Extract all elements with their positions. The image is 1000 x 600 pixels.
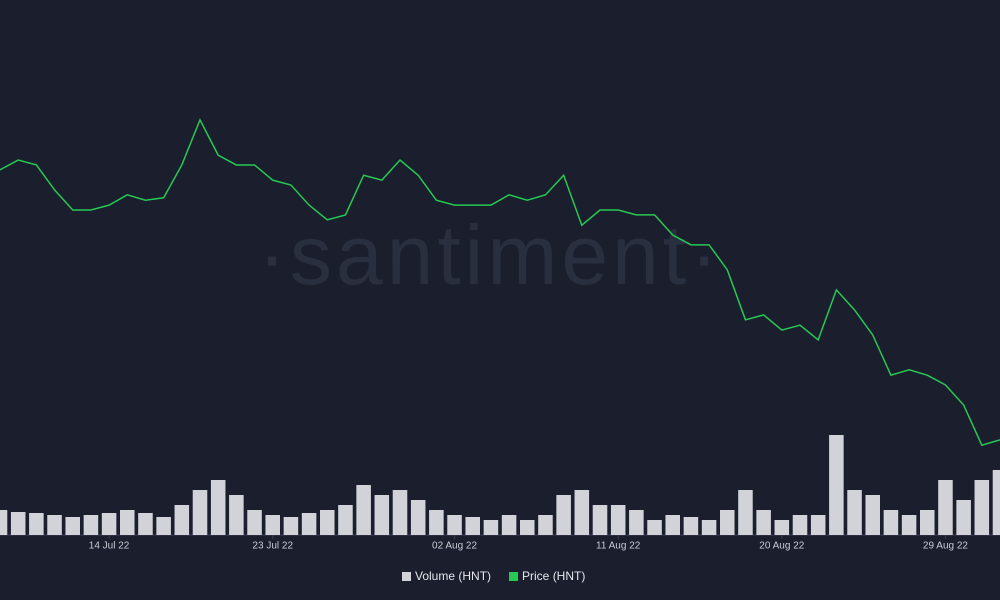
watermark: ·santiment· (258, 208, 722, 302)
volume-bar (356, 485, 371, 535)
volume-bar (174, 505, 190, 535)
volume-bar (156, 517, 171, 535)
volume-bar (374, 495, 390, 535)
volume-bar (465, 517, 480, 535)
volume-bar (974, 480, 990, 535)
volume-bar (720, 510, 735, 535)
volume-bar (956, 500, 971, 535)
volume-bar (320, 510, 335, 535)
volume-bar (101, 513, 117, 535)
volume-bar (265, 515, 280, 535)
volume-bar (920, 510, 935, 535)
volume-bar (683, 517, 699, 535)
volume-bar (883, 510, 899, 535)
volume-bar (774, 520, 790, 535)
volume-bar (301, 513, 317, 535)
volume-bar (29, 513, 44, 535)
volume-bar (138, 513, 153, 535)
volume-bar (901, 515, 917, 535)
volume-bar (865, 495, 880, 535)
x-tick-label: 14 Jul 22 (89, 541, 130, 552)
volume-bar (283, 517, 299, 535)
volume-bar (447, 515, 462, 535)
x-tick-label: 02 Aug 22 (432, 541, 477, 552)
volume-bar (483, 520, 499, 535)
volume-bar (701, 520, 717, 535)
volume-bar (738, 490, 753, 535)
volume-bar (665, 515, 680, 535)
volume-bar (83, 515, 99, 535)
price-line (0, 118, 1000, 447)
volume-bar (47, 515, 62, 535)
legend-swatch (509, 572, 519, 581)
volume-bar (338, 505, 353, 535)
volume-bar (810, 515, 826, 535)
volume-bar (120, 510, 135, 535)
volume-bar (410, 500, 426, 535)
x-tick-label: 11 Aug 22 (596, 541, 641, 552)
volume-bar (792, 515, 808, 535)
volume-bar (429, 510, 444, 535)
volume-bar (210, 480, 226, 535)
x-tick-label: 20 Aug 22 (759, 541, 804, 552)
volume-bar (592, 505, 608, 535)
volume-bar (756, 510, 771, 535)
volume-bar (610, 505, 626, 535)
volume-bar (10, 512, 26, 535)
volume-bar (938, 480, 953, 535)
volume-bar (229, 495, 244, 535)
x-tick-label: 23 Jul 22 (252, 541, 293, 552)
volume-bar (520, 520, 535, 535)
volume-bar (574, 490, 590, 535)
legend-label: Price (HNT) (522, 569, 585, 583)
volume-bar (992, 470, 1000, 535)
legend-swatch (402, 572, 411, 581)
x-tick-label: 29 Aug 22 (923, 541, 968, 552)
volume-bar (392, 490, 408, 535)
volume-bar (847, 490, 862, 535)
volume-bar (629, 510, 644, 535)
volume-bar (556, 495, 571, 535)
volume-bar (247, 510, 262, 535)
volume-bar (0, 510, 8, 535)
legend-label: Volume (HNT) (415, 569, 491, 583)
volume-bar (538, 515, 553, 535)
volume-bar (65, 517, 80, 535)
volume-bar (501, 515, 517, 535)
volume-bar (829, 435, 844, 535)
volume-bar (192, 490, 208, 535)
volume-bar (647, 520, 662, 535)
